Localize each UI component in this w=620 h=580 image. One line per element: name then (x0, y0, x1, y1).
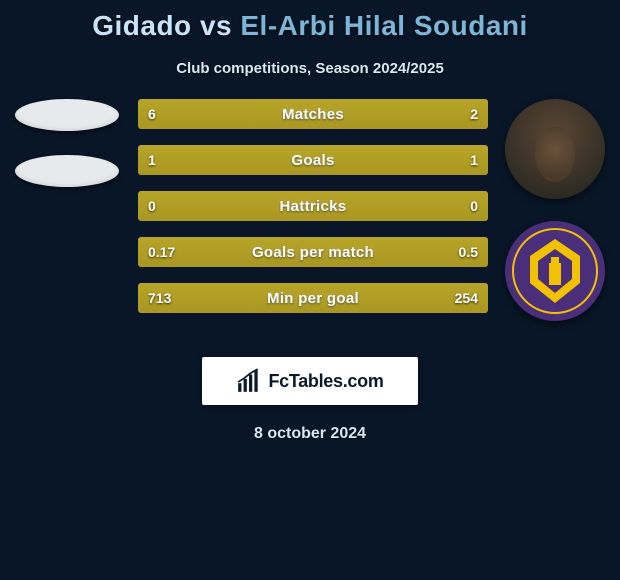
brand-box: FcTables.com (202, 357, 418, 405)
stat-bar: 713254Min per goal (138, 283, 488, 313)
stat-label: Matches (138, 99, 488, 129)
stat-bars: 62Matches 11Goals 00Hattricks 0.170.5Goals … (138, 99, 488, 329)
vs-text: vs (200, 10, 232, 41)
stat-bar: 62Matches (138, 99, 488, 129)
date-text: 8 october 2024 (0, 425, 620, 443)
subtitle: Club competitions, Season 2024/2025 (0, 60, 620, 77)
player2-avatar (505, 99, 605, 199)
player1-column (8, 99, 126, 187)
club-badge-icon (505, 221, 605, 321)
player1-avatar-placeholder (15, 99, 119, 131)
player1-badge-placeholder (15, 155, 119, 187)
player1-name: Gidado (92, 10, 191, 41)
stat-label: Goals per match (138, 237, 488, 267)
player2-club-badge (505, 221, 605, 321)
stat-label: Goals (138, 145, 488, 175)
chart-icon (236, 368, 262, 394)
stat-bar: 0.170.5Goals per match (138, 237, 488, 267)
player2-name: El-Arbi Hilal Soudani (240, 10, 527, 41)
stat-label: Hattricks (138, 191, 488, 221)
stat-bar: 00Hattricks (138, 191, 488, 221)
brand-text: FcTables.com (268, 371, 383, 392)
stat-bar: 11Goals (138, 145, 488, 175)
comparison-stage: 62Matches 11Goals 00Hattricks 0.170.5Goals … (0, 99, 620, 339)
stat-label: Min per goal (138, 283, 488, 313)
player2-column (500, 99, 610, 321)
comparison-title: Gidado vs El-Arbi Hilal Soudani (0, 0, 620, 42)
